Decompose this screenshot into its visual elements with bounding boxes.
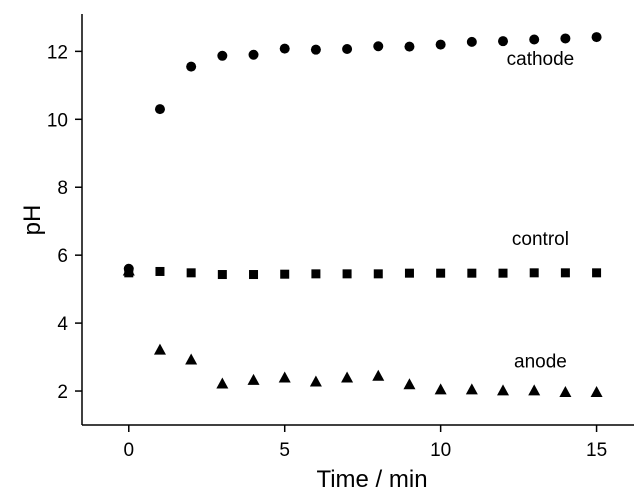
anode-point xyxy=(122,264,135,276)
cathode-point xyxy=(373,41,384,52)
anode-label: anode xyxy=(514,351,567,372)
y-tick-label: 8 xyxy=(57,178,68,199)
axes xyxy=(81,14,634,426)
anode-point xyxy=(341,371,354,383)
tick-labels: 0 5 10 15 2 4 6 8 10 12 xyxy=(47,42,607,461)
y-tick-label: 4 xyxy=(57,314,68,335)
control-point xyxy=(592,268,602,278)
x-axis-title: Time / min xyxy=(316,466,427,492)
cathode-point xyxy=(435,39,446,50)
anode-point xyxy=(278,371,291,383)
anode-point xyxy=(590,386,603,398)
cathode-point xyxy=(498,36,509,47)
anode-point xyxy=(216,377,229,389)
cathode-point xyxy=(342,43,353,54)
cathode-point xyxy=(310,44,321,55)
cathode-point xyxy=(404,41,415,52)
x-tick-label: 5 xyxy=(279,440,290,461)
control-point xyxy=(560,268,570,278)
x-tick-label: 10 xyxy=(430,440,451,461)
control-point xyxy=(404,268,414,278)
anode-point xyxy=(559,386,572,398)
anode-point xyxy=(403,378,416,390)
x-tick-label: 15 xyxy=(586,440,607,461)
cathode-point xyxy=(154,104,165,115)
anode-point xyxy=(153,343,166,355)
control-point xyxy=(249,270,259,280)
y-tick-label: 12 xyxy=(47,42,68,63)
anode-point xyxy=(372,369,385,381)
data-points xyxy=(122,32,603,398)
control-point xyxy=(467,268,477,278)
control-point xyxy=(217,270,227,280)
cathode-point xyxy=(186,61,197,72)
cathode-label: cathode xyxy=(507,49,575,70)
control-label: control xyxy=(512,229,569,250)
cathode-point xyxy=(279,43,290,54)
anode-point xyxy=(247,373,260,385)
cathode-point xyxy=(217,50,228,61)
y-tick-label: 6 xyxy=(57,246,68,267)
control-point xyxy=(498,268,508,278)
y-axis-title: pH xyxy=(19,205,46,236)
anode-point xyxy=(465,383,478,395)
ticks xyxy=(75,50,598,432)
control-point xyxy=(155,266,165,276)
y-tick-label: 10 xyxy=(47,110,68,131)
cathode-point xyxy=(529,34,540,45)
control-point xyxy=(186,268,196,278)
anode-point xyxy=(309,375,322,387)
control-point xyxy=(373,269,383,279)
y-tick-label: 2 xyxy=(57,382,68,403)
anode-point xyxy=(497,384,510,396)
cathode-point xyxy=(560,33,571,44)
anode-point xyxy=(185,353,198,365)
anode-point xyxy=(434,383,447,395)
control-point xyxy=(529,268,539,278)
x-tick-label: 0 xyxy=(123,440,134,461)
control-point xyxy=(280,269,290,279)
series-labels: cathode control anode xyxy=(507,49,575,372)
control-point xyxy=(436,268,446,278)
control-point xyxy=(342,269,352,279)
cathode-point xyxy=(591,32,602,43)
control-point xyxy=(311,269,321,279)
cathode-point xyxy=(248,49,259,60)
cathode-point xyxy=(466,36,477,47)
anode-point xyxy=(528,384,541,396)
